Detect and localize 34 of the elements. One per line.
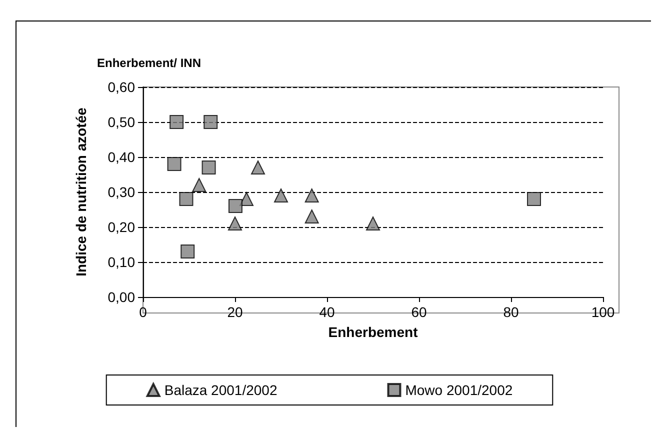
point	[240, 192, 254, 206]
y-tick-label: 0,10	[108, 254, 136, 270]
x-tick-label: 80	[503, 304, 519, 320]
y-tick-label: 0,20	[108, 219, 136, 235]
point	[274, 188, 288, 202]
x-tick-label: 100	[591, 304, 615, 320]
point	[304, 188, 319, 202]
x-axis-title: Enherbement	[328, 324, 418, 340]
y-tick-label: 0,60	[108, 79, 136, 95]
y-tick-label: 0,30	[108, 184, 136, 200]
point	[251, 160, 265, 174]
point	[304, 210, 319, 224]
point	[527, 192, 541, 206]
y-tick-label: 0,00	[108, 289, 136, 305]
y-tick-label: 0,40	[108, 149, 136, 165]
point	[204, 115, 218, 129]
point	[366, 216, 380, 230]
point	[192, 178, 206, 192]
point	[228, 199, 242, 213]
x-tick-label: 60	[411, 304, 427, 320]
point	[179, 192, 194, 206]
y-tick-label: 0,50	[108, 114, 136, 130]
x-tick-label: 40	[319, 304, 335, 320]
point	[167, 157, 182, 171]
point	[228, 216, 242, 230]
legend-label: Mowo 2001/2002	[405, 382, 513, 398]
chart-title: Enherbement/ INN	[97, 56, 202, 70]
x-tick-label: 0	[139, 304, 148, 320]
y-axis-title: Indice de nutrition azotée	[73, 107, 89, 276]
point	[202, 160, 216, 174]
point	[180, 244, 195, 258]
x-tick-label: 20	[227, 304, 243, 320]
point	[170, 115, 184, 129]
legend-label: Balaza 2001/2002	[164, 382, 278, 398]
